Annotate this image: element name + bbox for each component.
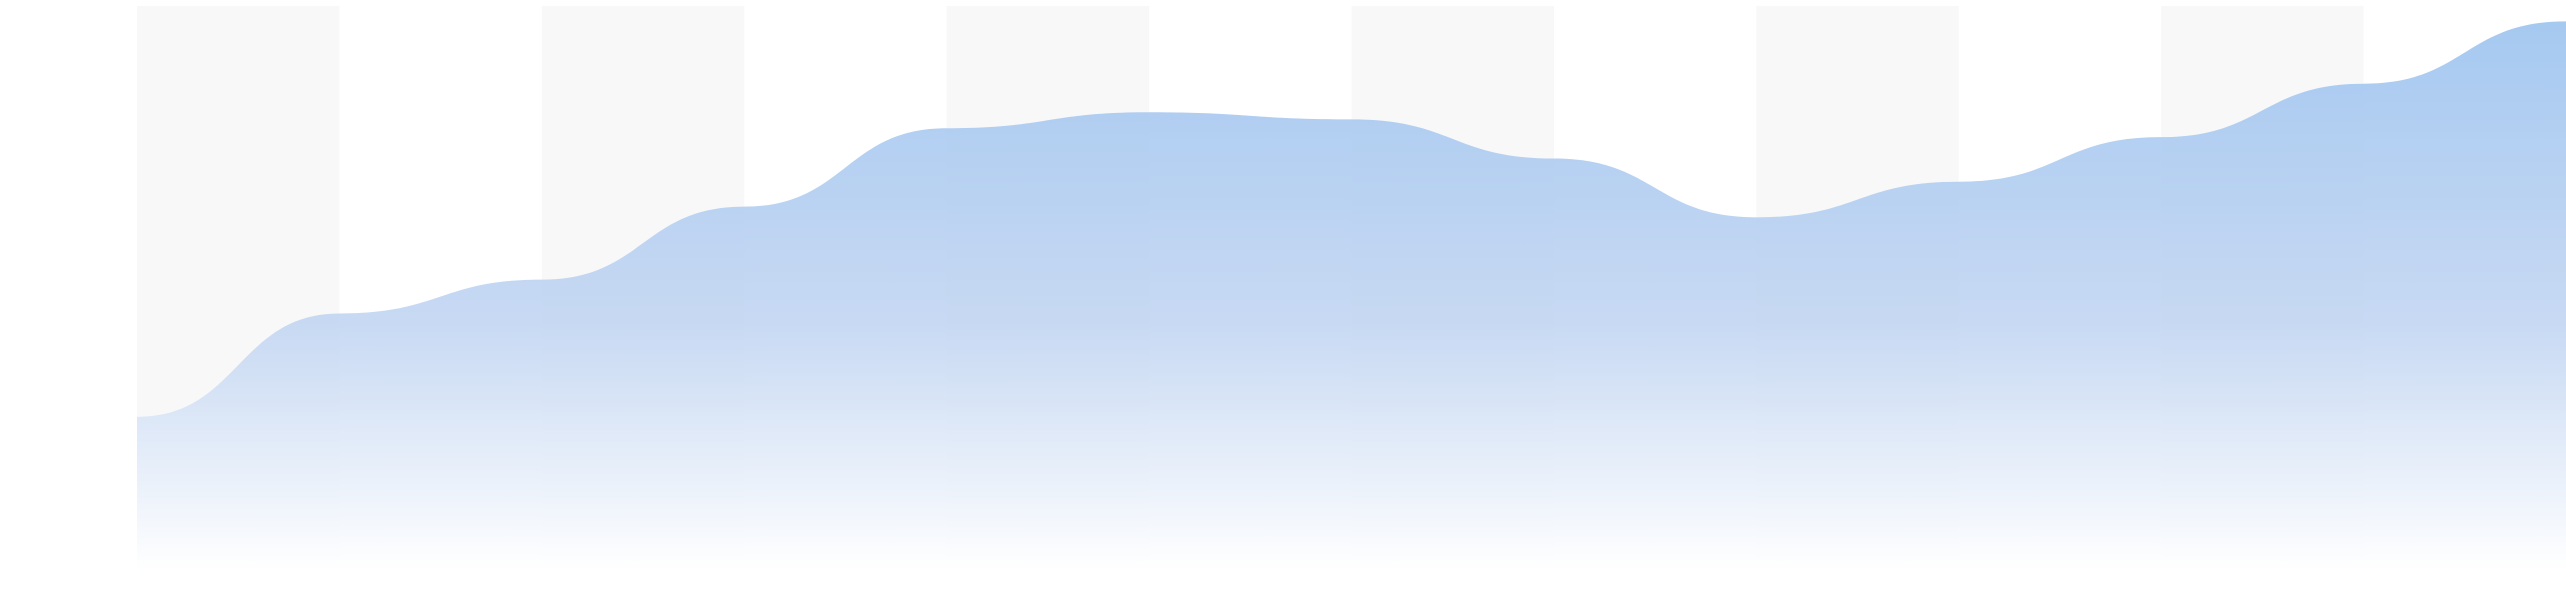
area-series <box>137 21 2566 570</box>
area-series-fill <box>137 21 2566 570</box>
